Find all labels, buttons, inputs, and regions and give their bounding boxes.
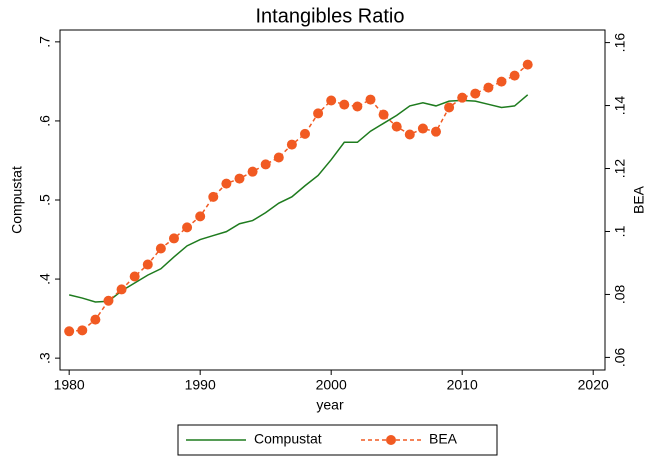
data-point [470, 88, 481, 99]
y2-tick-label: .08 [612, 285, 628, 305]
data-point [247, 166, 258, 177]
data-point [430, 126, 441, 137]
y-tick-label: .6 [37, 115, 53, 127]
x-tick-label: 1990 [185, 377, 216, 393]
x-tick-label: 2000 [316, 377, 347, 393]
data-point [378, 109, 389, 120]
series-line [68, 94, 529, 303]
data-point [313, 108, 324, 119]
chart-title: Intangibles Ratio [256, 5, 405, 27]
data-point [182, 222, 193, 233]
x-axis-title: year [316, 397, 344, 413]
data-point [404, 129, 415, 140]
y-tick-label: .3 [37, 352, 53, 364]
data-point [352, 101, 363, 112]
data-point [221, 178, 232, 189]
data-point [142, 259, 153, 270]
data-point [339, 99, 350, 110]
legend-label: Compustat [254, 431, 322, 447]
legend-label: BEA [429, 431, 458, 447]
data-point [77, 325, 88, 336]
data-point [195, 211, 206, 222]
data-point [90, 314, 101, 325]
data-point [155, 243, 166, 254]
y2-tick-label: .14 [612, 96, 628, 116]
data-point [417, 123, 428, 134]
x-tick-label: 1980 [54, 377, 85, 393]
y2-axis-title: BEA [631, 185, 647, 214]
data-point [365, 94, 376, 105]
data-point [129, 271, 140, 282]
data-point [391, 121, 402, 132]
data-point [496, 76, 507, 87]
data-point [509, 70, 520, 81]
data-point [522, 59, 533, 70]
y2-tick-label: .12 [612, 159, 628, 179]
y2-tick-label: .1 [612, 225, 628, 237]
y-axis-title: Compustat [9, 166, 25, 234]
data-point [457, 92, 468, 103]
y-tick-label: .5 [37, 194, 53, 206]
data-point [208, 191, 219, 202]
y2-tick-label: .16 [612, 33, 628, 53]
data-point [444, 102, 455, 113]
y-tick-label: .4 [37, 273, 53, 285]
data-point [64, 326, 75, 337]
data-point [299, 128, 310, 139]
data-point [326, 95, 337, 106]
x-tick-label: 2020 [578, 377, 609, 393]
data-point [260, 159, 271, 170]
data-point [273, 152, 284, 163]
data-point [483, 82, 494, 93]
data-point [286, 139, 297, 150]
data-point [103, 295, 114, 306]
legend-marker [386, 435, 396, 445]
data-point [116, 284, 127, 295]
x-tick-label: 2010 [447, 377, 478, 393]
y2-tick-label: .06 [612, 347, 628, 367]
y-tick-label: .7 [37, 36, 53, 48]
data-point [234, 173, 245, 184]
data-point [168, 233, 179, 244]
